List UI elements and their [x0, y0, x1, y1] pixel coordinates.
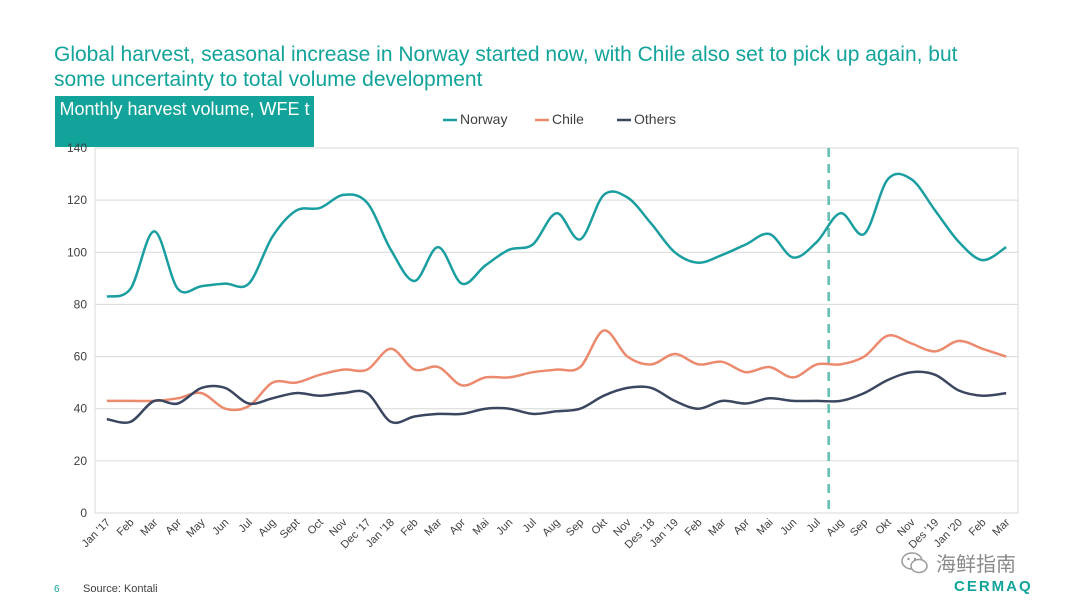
series-line-chile — [106, 329, 1007, 412]
x-tick-label: Mar — [422, 516, 444, 538]
x-tick-label: Jun — [210, 517, 231, 538]
watermark: 海鲜指南 — [900, 548, 1016, 577]
y-tick-label: 60 — [74, 350, 88, 364]
x-tick-label: Feb — [683, 517, 705, 539]
chart-title-box: Monthly harvest volume, WFE t — [55, 96, 314, 147]
legend-label-others: Others — [634, 111, 676, 127]
x-tick-label: Jul — [805, 517, 823, 535]
series-line-others — [106, 370, 1007, 425]
y-tick-label: 80 — [74, 297, 88, 311]
series-lines — [106, 172, 1007, 425]
x-tick-label: Oct — [305, 517, 326, 538]
x-tick-label: Mai — [755, 517, 776, 538]
x-tick-label: Sep — [564, 517, 586, 539]
x-tick-label: Mai — [471, 517, 492, 538]
y-tick-label: 40 — [74, 402, 88, 416]
x-tick-label: Sep — [848, 517, 870, 539]
x-tick-label: Feb — [399, 517, 421, 539]
gridlines — [94, 147, 1019, 514]
x-tick-label: Feb — [115, 517, 137, 539]
x-axis: Jan '17 Feb Mar Apr May Jun Jul Aug Sept Oct NovDe… — [80, 516, 1013, 551]
x-tick-label: May — [184, 516, 208, 540]
x-tick-label: Okt — [589, 517, 610, 538]
y-tick-label: 20 — [74, 454, 88, 468]
series-line-norway — [106, 172, 1007, 298]
y-axis: 0 20 40 60 80 100 120 140 — [67, 141, 87, 520]
company-logo: CERMAQ — [954, 578, 1033, 595]
legend-label-norway: Norway — [460, 111, 507, 127]
x-tick-label: Mar — [990, 516, 1012, 538]
x-tick-label: Apr — [163, 516, 184, 537]
source-note: Source: Kontali — [83, 583, 158, 595]
x-tick-label: Aug — [540, 517, 562, 539]
y-tick-label: 100 — [67, 245, 87, 259]
x-tick-label: Aug — [256, 517, 278, 539]
x-tick-label: Jul — [237, 517, 255, 535]
x-tick-label: Apr — [447, 516, 468, 537]
legend-label-chile: Chile — [552, 111, 584, 127]
y-tick-label: 140 — [67, 141, 87, 155]
page-number: 6 — [54, 584, 60, 595]
y-tick-label: 0 — [80, 506, 87, 520]
watermark-text: 海鲜指南 — [936, 554, 1016, 576]
x-tick-label: Aug — [824, 517, 846, 539]
x-tick-label: Sept — [278, 517, 302, 541]
wechat-icon — [901, 551, 928, 573]
slide-title: Global harvest, seasonal increase in Nor… — [54, 43, 958, 91]
x-tick-label: Jun — [494, 517, 515, 538]
x-tick-label: Mar — [138, 516, 160, 538]
x-tick-label: Feb — [967, 517, 989, 539]
legend: Norway Chile Others — [443, 111, 676, 127]
x-tick-label: Okt — [873, 517, 894, 538]
x-tick-label: Jan '17 — [80, 517, 113, 550]
x-tick-label: Jun — [778, 517, 799, 538]
x-tick-label: Apr — [731, 516, 752, 537]
x-tick-label: Jul — [521, 517, 539, 535]
y-tick-label: 120 — [67, 193, 87, 207]
x-tick-label: Mar — [706, 516, 728, 538]
